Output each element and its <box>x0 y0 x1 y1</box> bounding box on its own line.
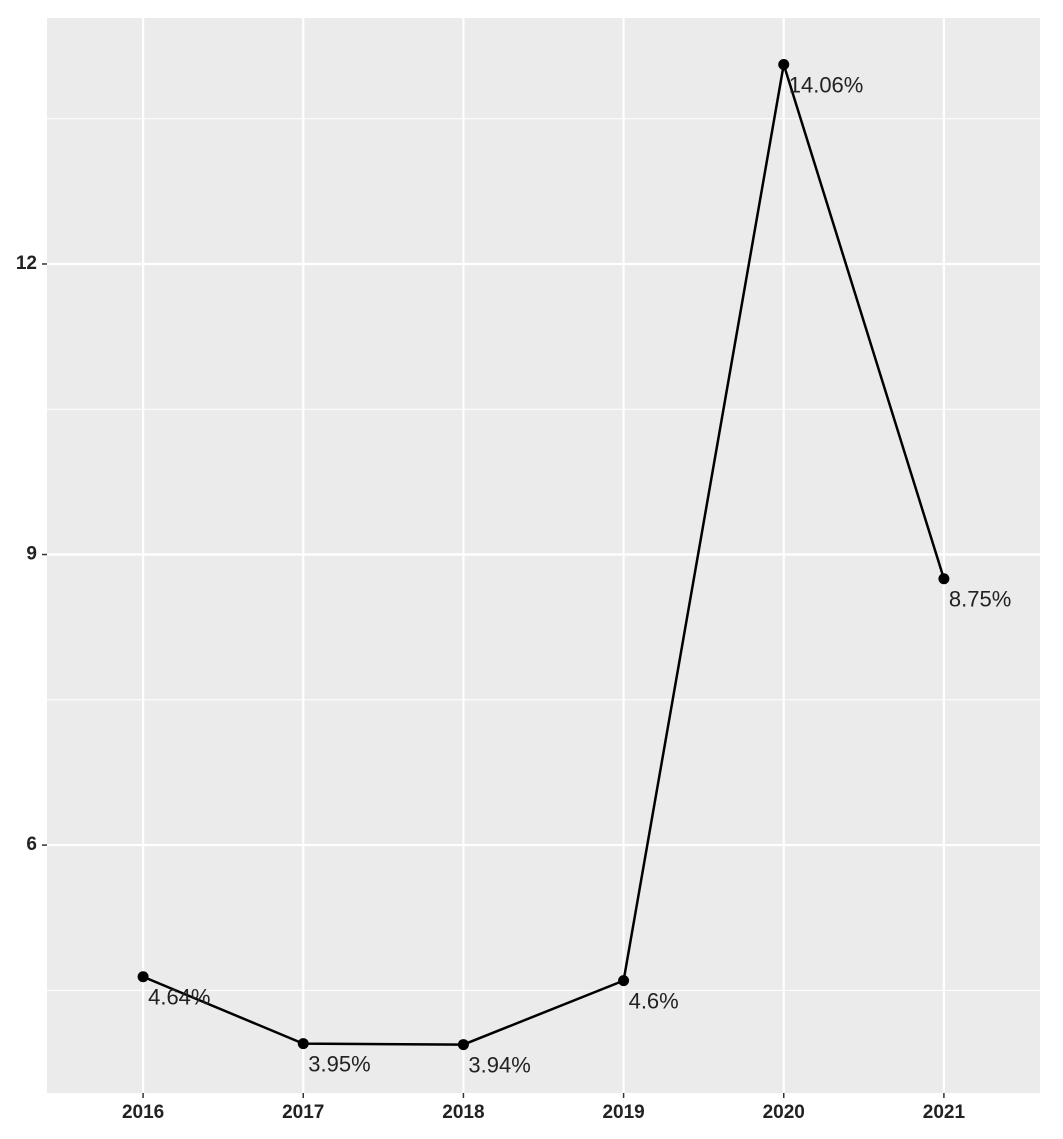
x-tick-label: 2017 <box>282 1102 324 1123</box>
point <box>778 58 790 70</box>
x-tick-label: 2020 <box>763 1102 805 1123</box>
value-label: 3.94% <box>468 1052 530 1077</box>
y-tick-label: 12 <box>16 253 37 274</box>
point <box>938 573 950 585</box>
point <box>618 975 630 987</box>
line <box>142 64 946 1046</box>
point <box>137 971 149 983</box>
y-tick-label: 6 <box>26 834 37 855</box>
point <box>457 1039 469 1051</box>
x-tick-label: 2018 <box>442 1102 484 1123</box>
value-label: 4.6% <box>629 988 679 1013</box>
value-label: 3.95% <box>308 1051 370 1076</box>
x-tick-label: 2016 <box>122 1102 164 1123</box>
value-label: 14.06% <box>789 72 864 97</box>
x-tick-label: 2021 <box>923 1102 966 1123</box>
y-tick-label: 9 <box>26 544 37 565</box>
value-label: 8.75% <box>949 587 1011 612</box>
point <box>297 1038 309 1050</box>
x-tick-label: 2019 <box>602 1102 644 1123</box>
value-label: 4.64% <box>148 985 210 1010</box>
